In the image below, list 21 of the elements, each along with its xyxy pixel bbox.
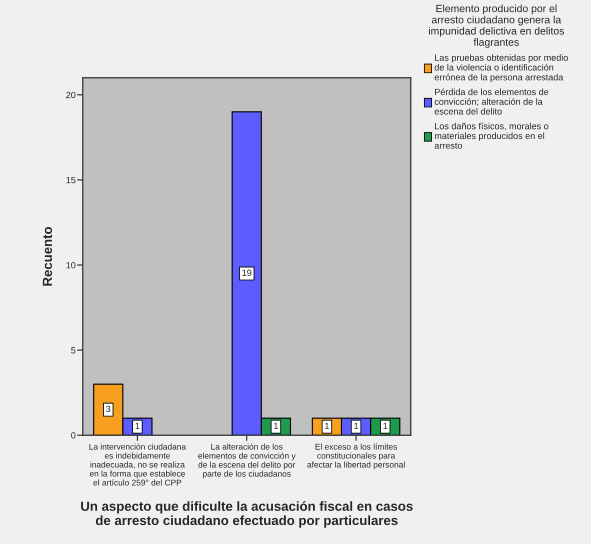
data-label: 3 bbox=[106, 406, 110, 412]
legend-label: Pérdida de los elementos de convicción; alteración de la escena del delito bbox=[434, 88, 548, 115]
x-axis-title: Un aspecto que dificulte la acusación fiscal en casos de arresto ciudadano efectuado por particulares bbox=[81, 501, 413, 528]
data-label: 1 bbox=[383, 422, 388, 430]
x-tick-label: La alteración de los elementos de convicción y de la escena del delito por parte de los ciudadanos bbox=[198, 443, 296, 478]
data-label: 1 bbox=[274, 422, 278, 430]
y-tick-label: 5 bbox=[71, 347, 76, 354]
x-tick-label: La intervención ciudadana es indebidamente inadecuada, no se realiza en la forma que establece el artículo 259° del CPP bbox=[89, 443, 186, 486]
legend-label: Los daños físicos, morales o materiales producidos en el arresto bbox=[434, 122, 548, 149]
y-tick-label: 0 bbox=[71, 432, 76, 439]
legend-label: Las pruebas obtenidas por medio de la violencia o identificación errónea de la persona arrestada bbox=[434, 54, 568, 82]
legend-title: Elemento producido por el arresto ciudadano genera la impunidad delictiva en delitos flagrantes bbox=[428, 4, 564, 48]
data-label: 19 bbox=[242, 270, 252, 276]
x-tick-label: El exceso a los límites constitucionales para afectar la libertad personal bbox=[307, 443, 405, 470]
data-label: 1 bbox=[136, 422, 140, 430]
data-label: 1 bbox=[325, 422, 329, 430]
y-tick-label: 20 bbox=[66, 92, 76, 98]
y-tick-label: 15 bbox=[66, 176, 76, 184]
y-axis-title: Recuento bbox=[42, 226, 52, 286]
data-label: 1 bbox=[354, 422, 358, 430]
y-tick-label: 10 bbox=[66, 262, 76, 268]
